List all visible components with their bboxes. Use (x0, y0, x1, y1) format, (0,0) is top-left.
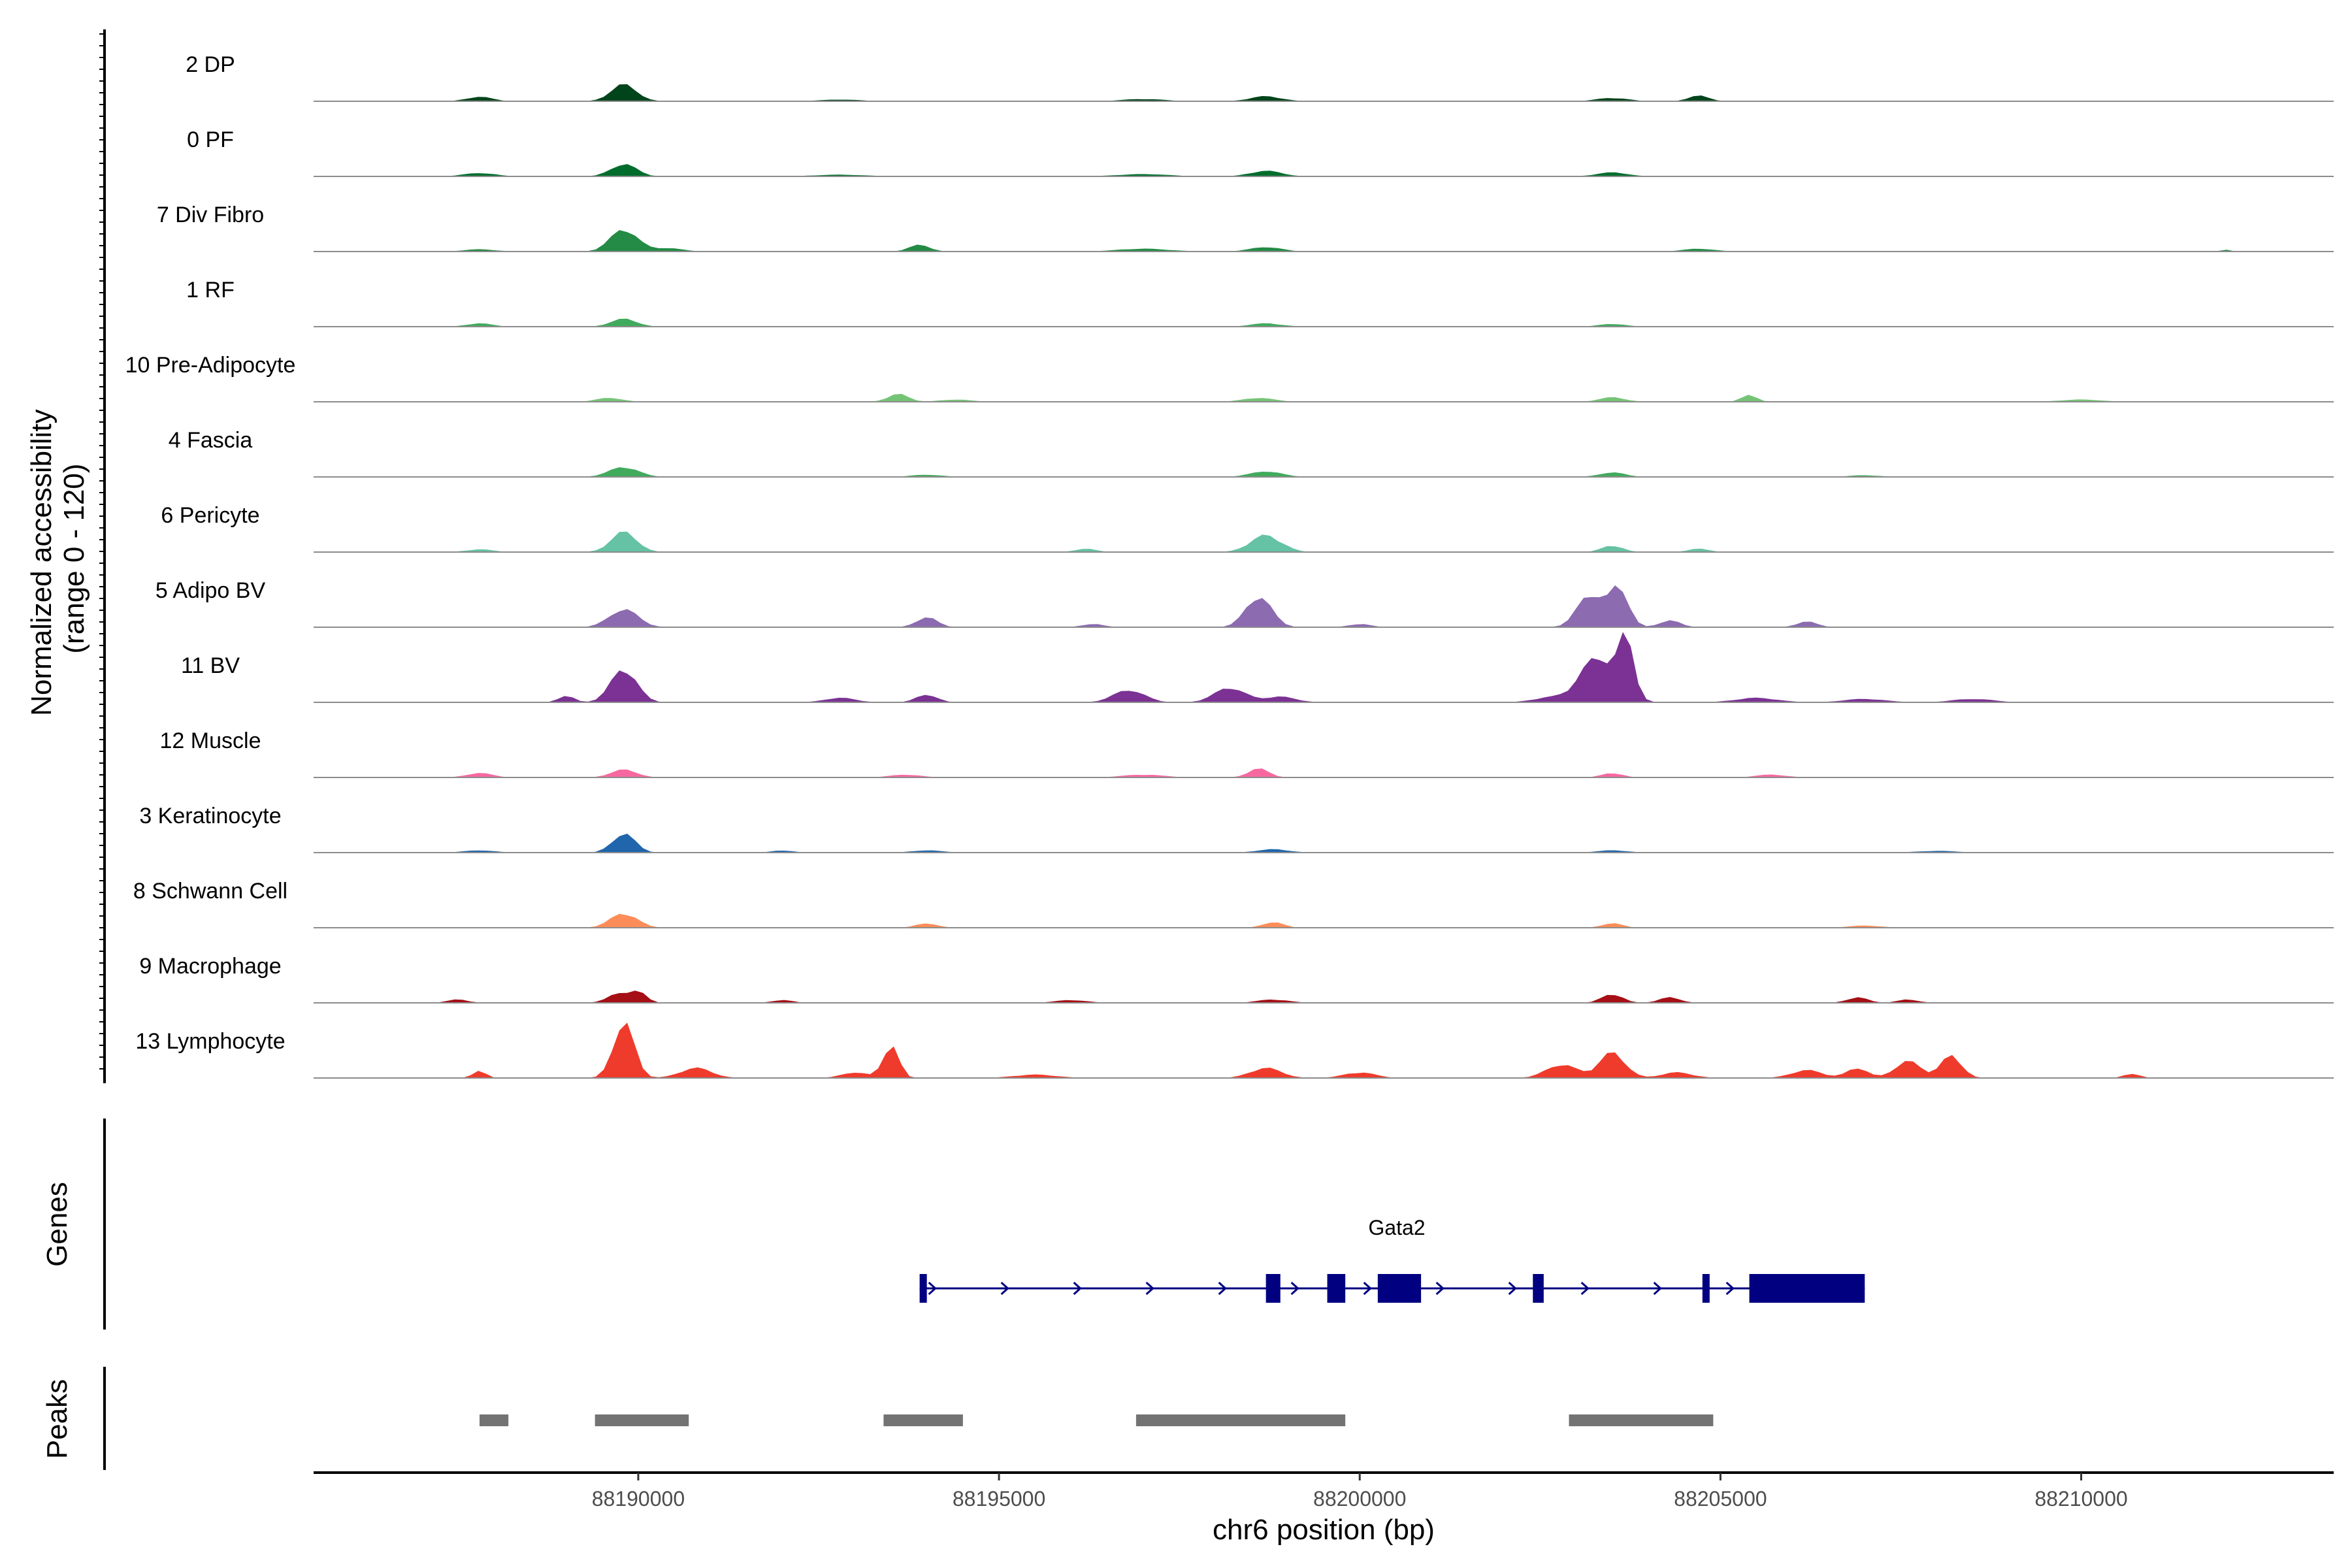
strand-arrow (1653, 1281, 1662, 1296)
track-label: 13 Lymphocyte (135, 1029, 285, 1054)
coverage-area (314, 834, 2334, 853)
track-14: 13 Lymphocyte (135, 1022, 2334, 1079)
gene-exon (1266, 1274, 1281, 1303)
track-2: 0 PF (187, 127, 2334, 177)
track-label: 10 Pre-Adipocyte (125, 353, 296, 378)
gene-exon (1533, 1274, 1544, 1303)
track-3: 7 Div Fibro (157, 203, 2334, 252)
gene-exon (1377, 1274, 1422, 1303)
track-label: 7 Div Fibro (157, 203, 264, 227)
track-label: 1 RF (186, 278, 235, 302)
track-label: 2 DP (186, 52, 235, 77)
strand-arrow (1290, 1281, 1299, 1296)
x-axis-label: chr6 position (bp) (1213, 1514, 1435, 1546)
x-tick-label: 88205000 (1674, 1487, 1767, 1511)
strand-arrow (1508, 1281, 1517, 1296)
track-7: 6 Pericyte (161, 503, 2334, 553)
peak-region (479, 1414, 509, 1426)
peak-regions (479, 1414, 1714, 1426)
gene-exon (1327, 1274, 1346, 1303)
coverage-area (314, 467, 2334, 477)
track-label: 5 Adipo BV (155, 578, 266, 603)
track-label: 9 Macrophage (139, 954, 281, 979)
coverage-y-label-line2: (range 0 - 120) (58, 463, 90, 653)
coverage-area (314, 990, 2334, 1003)
peak-region (1135, 1414, 1346, 1426)
genes-panel-label: Genes (41, 1182, 73, 1267)
gene-exon (919, 1274, 927, 1303)
track-9: 11 BV (181, 632, 2334, 703)
gene-exon (1702, 1274, 1710, 1303)
strand-arrow (1580, 1281, 1590, 1296)
strand-arrow (1000, 1281, 1009, 1296)
peaks-panel-label: Peaks (41, 1379, 73, 1459)
strand-arrow (1363, 1281, 1372, 1296)
coverage-area (314, 84, 2334, 101)
track-label: 12 Muscle (160, 728, 261, 753)
coverage-y-ticks (99, 33, 105, 1070)
coverage-area (314, 164, 2334, 176)
coverage-area (314, 768, 2334, 777)
coverage-tracks: 2 DP 0 PF 7 Div Fibro 1 RF 10 Pre-Adipocyte 4… (125, 52, 2334, 1079)
x-tick-label: 88195000 (953, 1487, 1045, 1511)
track-5: 10 Pre-Adipocyte (125, 353, 2334, 402)
strand-arrow (1435, 1281, 1445, 1296)
track-label: 3 Keratinocyte (139, 804, 281, 828)
x-tick-label: 88200000 (1313, 1487, 1406, 1511)
peak-region (595, 1414, 689, 1426)
track-label: 0 PF (187, 127, 234, 152)
gene-name-label: Gata2 (1368, 1216, 1425, 1239)
coverage-area (314, 1022, 2334, 1078)
coverage-y-label: Normalized accessibility (range 0 - 120) (25, 401, 90, 716)
track-label: 4 Fascia (169, 428, 253, 453)
track-label: 6 Pericyte (161, 503, 259, 528)
track-6: 4 Fascia (169, 428, 2334, 478)
coverage-area (314, 531, 2334, 552)
x-tick-label: 88210000 (2034, 1487, 2127, 1511)
track-11: 3 Keratinocyte (139, 804, 2334, 853)
coverage-area (314, 585, 2334, 627)
track-13: 9 Macrophage (139, 954, 2334, 1004)
x-tick-label: 88190000 (592, 1487, 685, 1511)
track-8: 5 Adipo BV (155, 578, 2334, 628)
track-10: 12 Muscle (160, 728, 2334, 778)
track-12: 8 Schwann Cell (133, 879, 2334, 928)
peak-region (883, 1414, 963, 1426)
gene-exon (1749, 1274, 1865, 1303)
coverage-area (314, 632, 2334, 702)
coverage-y-label-line1: Normalized accessibility (25, 409, 57, 715)
strand-arrow (1725, 1281, 1735, 1296)
track-label: 11 BV (181, 653, 240, 678)
x-axis-ticks: 88190000 88195000 88200000 88205000 88210000 (592, 1473, 2128, 1511)
coverage-area (314, 393, 2334, 402)
coverage-area (314, 318, 2334, 327)
strand-arrow (1218, 1281, 1227, 1296)
peak-region (1569, 1414, 1714, 1426)
track-label: 8 Schwann Cell (133, 879, 287, 904)
strand-arrow (928, 1281, 937, 1296)
coverage-area (314, 230, 2334, 252)
track-4: 1 RF (186, 278, 2334, 327)
coverage-area (314, 913, 2334, 928)
strand-arrow (1145, 1281, 1154, 1296)
gene-model (919, 1274, 1865, 1303)
track-1: 2 DP (186, 52, 2334, 102)
strand-arrow (1073, 1281, 1082, 1296)
